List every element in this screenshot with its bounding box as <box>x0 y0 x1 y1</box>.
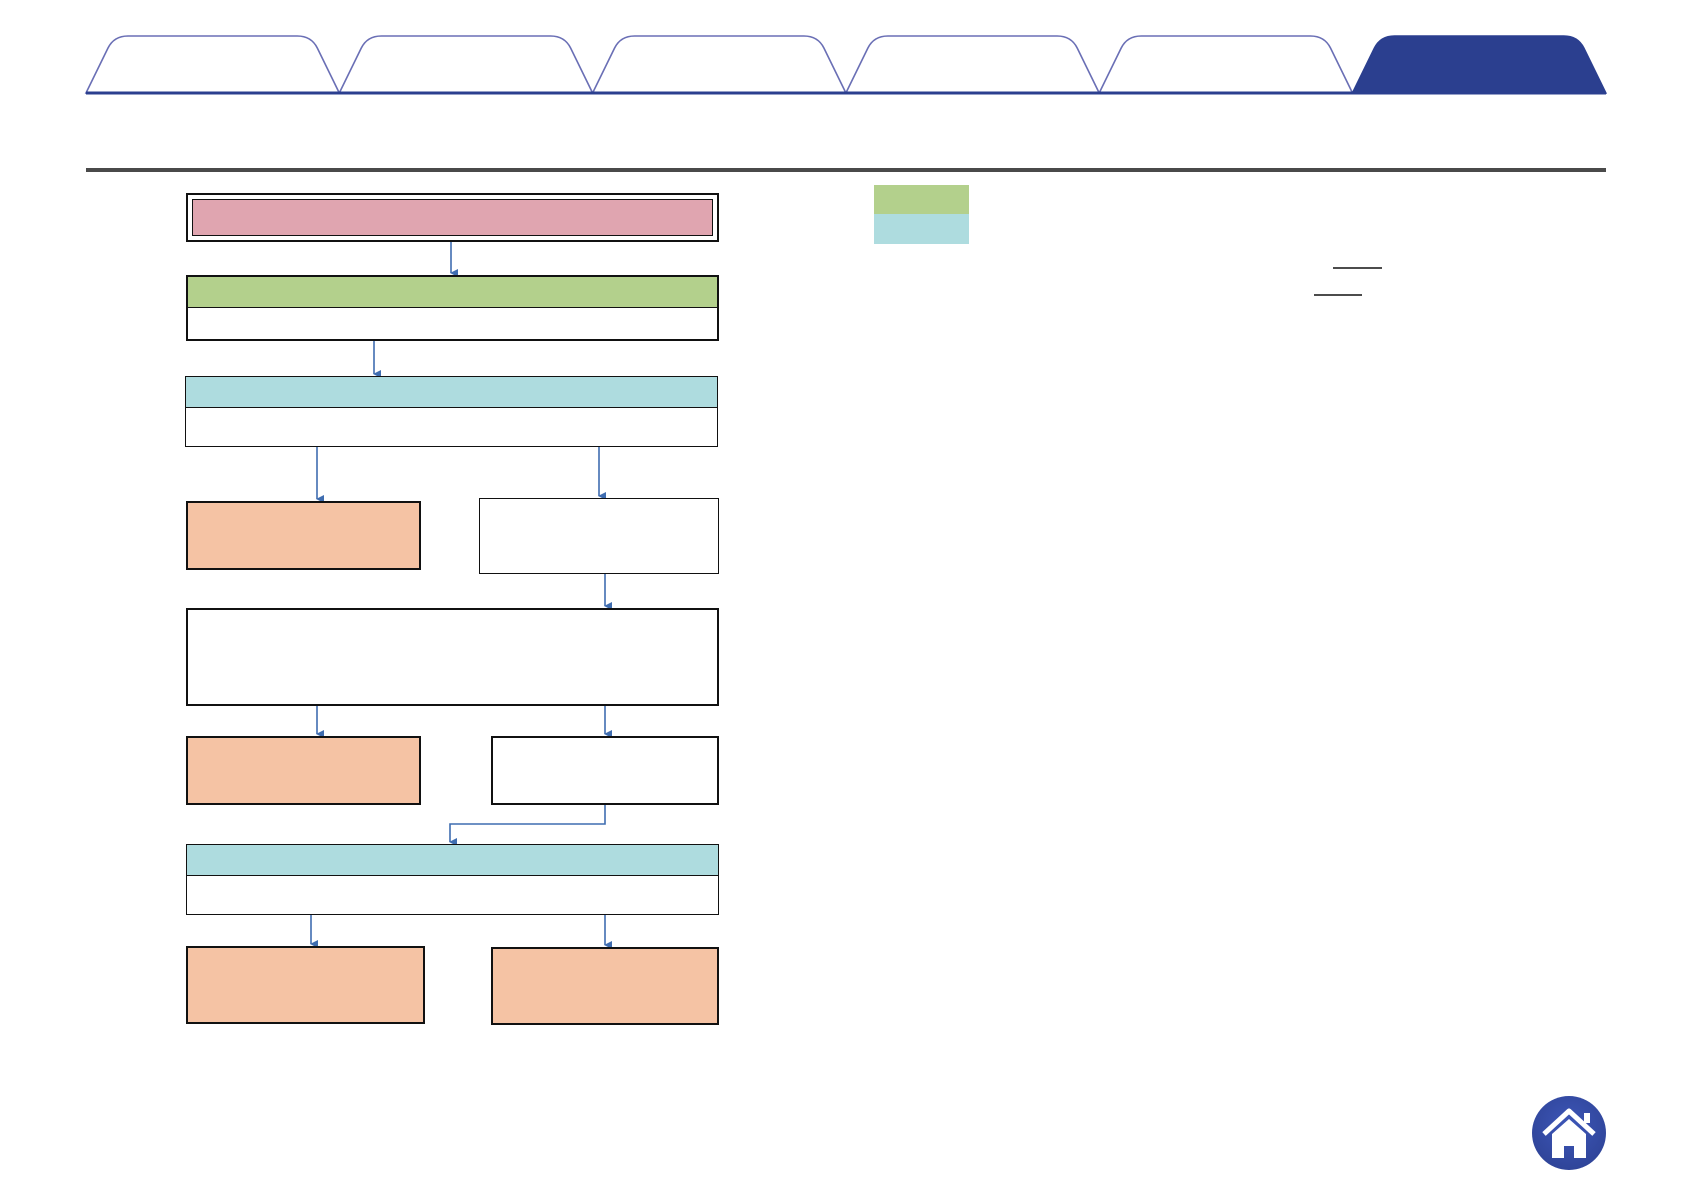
arrow <box>449 805 606 846</box>
flow-result-box <box>491 947 719 1025</box>
flow-decision-box <box>479 498 719 574</box>
flow-step-header <box>186 377 717 408</box>
tab-4[interactable] <box>844 35 1101 94</box>
tab-1[interactable] <box>84 35 341 94</box>
legend-cyan-swatch <box>874 214 969 244</box>
flow-start-box <box>186 193 719 242</box>
flow-result-box <box>186 946 425 1024</box>
tab-6[interactable] <box>1351 35 1608 94</box>
tab-2[interactable] <box>338 35 594 94</box>
flow-step-cyan <box>185 376 718 447</box>
flow-step-header <box>188 277 717 308</box>
flow-result-box <box>186 501 421 570</box>
flow-process-box <box>186 608 719 706</box>
tab-3[interactable] <box>591 35 848 94</box>
flow-decision-box <box>491 736 719 805</box>
flow-step-green <box>186 275 719 341</box>
legend-green-swatch <box>874 185 969 214</box>
flow-start-fill <box>192 199 713 236</box>
flow-step-cyan <box>186 844 719 915</box>
flow-result-box <box>186 736 421 805</box>
home-button[interactable] <box>1532 1096 1606 1170</box>
flow-step-header <box>187 845 718 876</box>
tab-bar <box>84 35 1608 94</box>
home-icon <box>1542 1108 1596 1158</box>
tab-5[interactable] <box>1097 35 1354 94</box>
